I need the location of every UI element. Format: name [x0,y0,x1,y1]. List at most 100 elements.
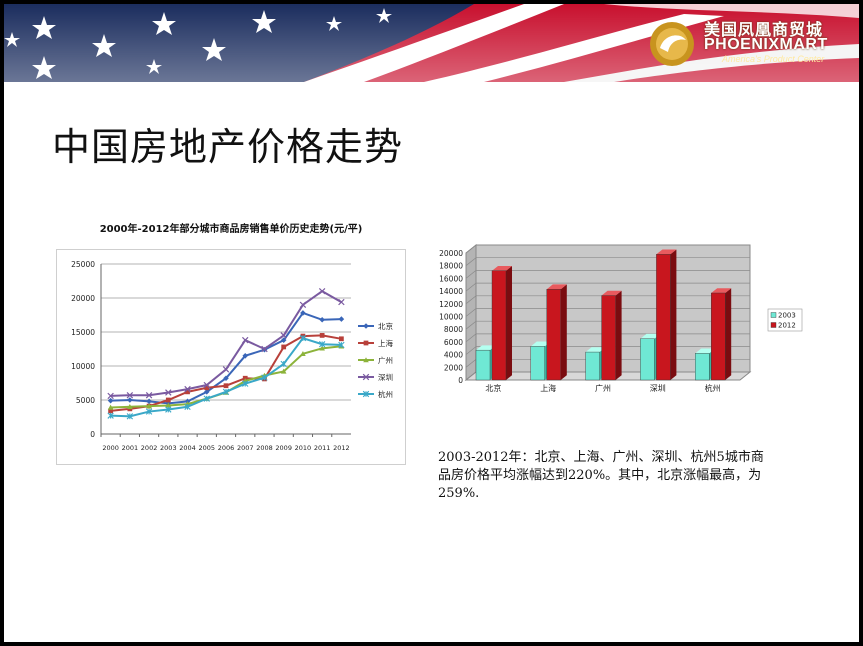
y-tick-label: 15000 [71,328,95,337]
bar-top [695,348,716,354]
page-title: 中国房地产价格走势 [52,125,404,169]
point-marker [223,375,229,382]
bar-top [601,290,622,296]
point-marker [127,404,133,410]
legend-label: 杭州 [378,389,393,399]
point-marker [280,368,287,374]
x-tick-label: 2012 [333,444,350,452]
point-marker [319,333,325,338]
y-tick-label: 25000 [71,260,95,269]
legend-label: 上海 [378,338,393,348]
point-marker [261,374,268,381]
slide: 美国凤凰商贸城 PHOENIXMART America's Product Ce… [4,4,859,642]
point-marker [318,287,326,295]
point-marker [204,385,210,391]
point-marker [338,316,345,322]
bar-top [640,333,661,339]
bar [475,349,491,381]
point-marker [363,357,369,363]
x-tick-label: 2000 [102,444,119,452]
point-marker [165,406,172,413]
point-marker [223,383,229,389]
description-text: 2003-2012年：北京、上海、广州、深圳、杭州5城市商品房价格平均涨幅达到2… [438,450,764,501]
legend-box [767,308,803,332]
logo-tagline: America's Product Center [722,54,825,64]
point-marker [165,397,171,403]
legend-label: 2003 [778,312,796,320]
bar-side [725,288,732,380]
logo-chinese-name: 美国凤凰商贸城 [704,20,824,39]
y-tick-label: 8000 [444,325,463,334]
point-marker [145,392,153,399]
legend-swatch [770,312,777,318]
x-tick-label: 2006 [218,444,235,452]
point-marker [165,389,172,396]
point-marker [108,408,113,414]
bar-top [530,341,551,347]
bar-top [711,288,732,294]
point-marker [299,334,307,342]
point-marker [107,412,114,419]
point-marker [242,380,249,387]
point-marker [107,397,114,404]
y-tick-label: 0 [458,376,463,385]
bar [601,295,616,381]
line-chart-frame: 0 5000 10000 15000 20000 25000 2000 2001 2002 200… [56,249,406,465]
bar [530,346,546,381]
point-marker [319,345,325,351]
bar-top [546,284,567,290]
point-marker [319,316,325,323]
point-marker [242,336,249,344]
bar-top [656,249,677,255]
point-marker [146,403,152,409]
point-marker [280,332,287,339]
point-marker [300,310,306,316]
x-tick-label: 2009 [275,444,292,452]
x-tick-label: 2010 [295,444,312,452]
x-tick-label: 2004 [179,444,196,452]
x-tick-label: 2005 [198,444,215,452]
bar-side [560,284,567,380]
bar [711,292,726,381]
point-marker [165,402,172,408]
category-label: 上海 [540,383,556,393]
bar-chart: 0 2000 4000 6000 8000 10000 12000 14000 16000 180… [439,243,803,393]
point-marker [107,392,114,400]
point-marker [203,381,210,389]
point-marker [146,398,152,405]
point-marker [203,389,210,395]
point-marker [363,340,369,346]
y-tick-label: 4000 [444,351,463,360]
bar [640,338,655,381]
bar-side [506,265,512,380]
x-tick-label: 2008 [256,444,273,452]
point-marker [338,298,345,306]
y-gridline [465,244,750,254]
bar-chart-frame: 0 2000 4000 6000 8000 10000 12000 14000 16000 180… [430,240,810,400]
bar [585,351,600,381]
y-tick-label: 10000 [439,313,463,322]
y-tick-label: 0 [90,430,95,439]
point-marker [203,395,210,402]
bar-top [476,345,496,351]
bar-side [670,249,677,380]
x-tick-label: 2007 [237,444,254,452]
y-tick-label: 2000 [444,363,463,372]
point-marker [261,345,268,353]
bar-top [585,347,606,353]
y-tick-label: 10000 [71,362,95,371]
y-tick-label: 20000 [71,294,95,303]
point-marker [126,392,134,399]
line-chart-title: 2000年-2012年部分城市商品房销售单价历史走势(元/平) [99,224,363,235]
legend-label: 广州 [378,355,393,365]
point-marker [222,388,230,396]
logo-english-name: PHOENIXMART [704,36,828,53]
y-tick-label: 18000 [439,262,463,271]
point-marker [185,389,190,395]
bar [656,254,671,381]
series-4 [107,334,345,420]
point-marker [338,341,345,349]
point-marker [362,373,370,381]
point-marker [281,344,287,350]
